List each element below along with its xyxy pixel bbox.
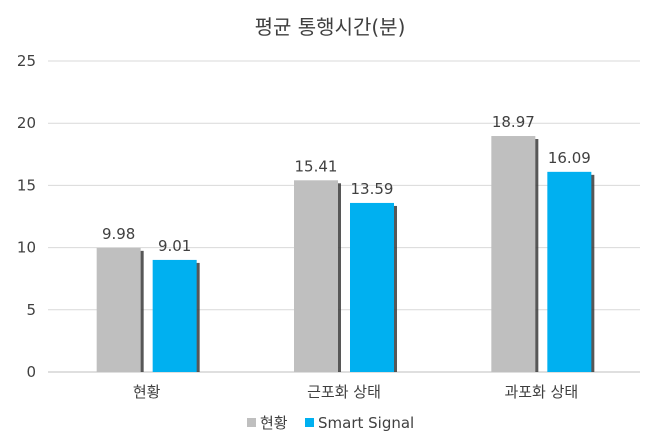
legend-swatch <box>247 418 256 427</box>
chart-title: 평균 통행시간(분) <box>255 15 406 39</box>
bars: 9.98 9.01 15.41 13.59 18.97 16.09 <box>96 113 595 372</box>
data-label: 9.01 <box>158 237 191 255</box>
y-axis-ticks: 0 5 10 15 20 25 <box>17 52 36 381</box>
y-tick-label: 25 <box>17 52 36 70</box>
x-category-label: 과포화 상태 <box>504 383 578 401</box>
data-label: 9.98 <box>102 225 135 243</box>
data-label: 13.59 <box>351 180 394 198</box>
gridlines <box>48 60 640 373</box>
x-category-label: 현황 <box>133 383 161 401</box>
data-label: 15.41 <box>295 157 338 175</box>
legend: 현황 Smart Signal <box>247 414 414 432</box>
data-label: 16.09 <box>548 149 591 167</box>
bar-smart-signal <box>547 171 592 372</box>
legend-swatch <box>305 418 314 427</box>
y-tick-label: 20 <box>17 114 36 132</box>
bar-smart-signal <box>350 202 394 372</box>
y-tick-label: 5 <box>26 301 36 319</box>
legend-label: 현황 <box>260 414 288 432</box>
bar-current <box>294 180 338 372</box>
bar-smart-signal <box>152 259 197 372</box>
y-tick-label: 10 <box>17 239 36 257</box>
legend-label: Smart Signal <box>318 414 414 432</box>
y-tick-label: 0 <box>26 363 36 381</box>
x-category-label: 근포화 상태 <box>307 383 381 401</box>
data-label: 18.97 <box>492 113 535 131</box>
bar-current <box>491 136 536 372</box>
x-axis-categories: 현황 근포화 상태 과포화 상태 <box>133 383 578 401</box>
bar-current <box>96 247 141 372</box>
y-tick-label: 15 <box>17 176 36 194</box>
